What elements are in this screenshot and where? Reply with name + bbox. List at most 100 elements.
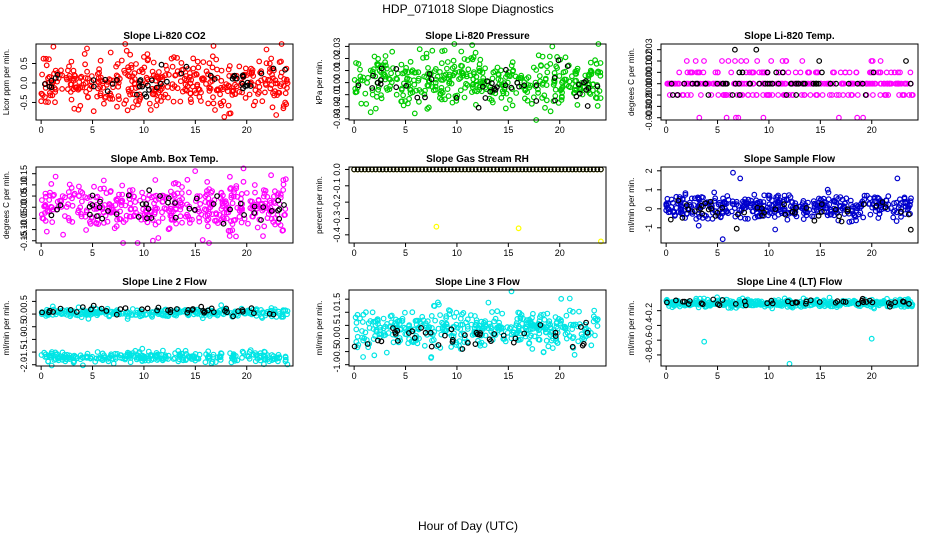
point-selected — [165, 199, 171, 206]
point-all — [892, 80, 899, 87]
point-all — [721, 199, 728, 206]
point-selected — [573, 93, 580, 100]
point-all — [230, 87, 237, 94]
point-all — [539, 53, 546, 60]
point-all — [881, 80, 887, 87]
x-tick-label: 15 — [190, 371, 200, 381]
point-selected — [681, 80, 688, 87]
point-all — [379, 62, 386, 69]
point-all — [375, 86, 382, 93]
point-selected — [67, 307, 74, 313]
point-all — [359, 328, 365, 334]
point-all — [398, 86, 405, 93]
point-all — [860, 214, 867, 221]
point-all — [100, 100, 107, 107]
point-all — [705, 215, 711, 222]
point-all — [554, 340, 561, 346]
y-tick-label: 0.00 — [19, 198, 29, 216]
point-all — [576, 308, 582, 315]
point-all_lower — [270, 353, 277, 360]
point-all — [46, 56, 52, 63]
point-all — [183, 87, 190, 94]
point-all — [403, 325, 409, 332]
point-selected — [594, 83, 601, 90]
point-selected — [768, 297, 775, 304]
point-all — [473, 322, 480, 329]
x-tick-label: 5 — [90, 371, 95, 381]
point-all — [211, 217, 218, 224]
point-all — [277, 73, 284, 80]
point-all — [878, 80, 885, 87]
point-selected — [442, 332, 448, 339]
point-all — [676, 69, 683, 76]
point-all_lower — [99, 356, 106, 362]
y-tick-label: -0.01 — [332, 84, 342, 105]
point-all — [169, 63, 176, 70]
point-all_lower — [139, 345, 146, 352]
point-all — [769, 210, 775, 217]
point-all — [552, 92, 559, 99]
point-all — [701, 58, 707, 64]
point-all — [84, 68, 90, 75]
point-all — [256, 83, 263, 90]
point-all — [700, 80, 707, 87]
point-all — [358, 100, 365, 107]
point-selected — [576, 81, 582, 88]
point-all — [409, 309, 416, 316]
point-all — [260, 187, 267, 194]
point-all — [266, 69, 273, 75]
point-selected — [172, 200, 178, 206]
y-tick-label: 0.002 — [644, 50, 654, 73]
point-all — [155, 219, 162, 226]
point-selected — [500, 332, 507, 339]
point-selected — [117, 306, 124, 313]
point-all — [688, 92, 694, 98]
point-all — [150, 59, 157, 66]
point-all — [107, 49, 114, 56]
point-all — [437, 312, 444, 319]
point-all — [785, 69, 792, 76]
point-all — [118, 57, 125, 64]
point-all — [565, 83, 572, 90]
point-selected — [521, 330, 528, 337]
point-all — [236, 208, 243, 215]
point-selected — [54, 206, 60, 213]
point-selected — [172, 214, 179, 221]
point-selected — [210, 201, 217, 207]
point-selected — [795, 80, 801, 87]
point-all — [810, 198, 817, 205]
point-selected — [163, 78, 170, 85]
point-all — [415, 77, 422, 84]
point-all_lower — [246, 355, 253, 362]
point-all — [204, 178, 211, 185]
point-all — [692, 58, 699, 64]
point-all — [115, 83, 122, 90]
point-all — [122, 202, 129, 209]
point-selected — [680, 298, 686, 305]
point-all — [441, 72, 448, 79]
point-all — [389, 48, 396, 55]
point-all — [164, 83, 171, 90]
point-all — [203, 80, 209, 87]
point-selected — [281, 202, 287, 208]
point-all — [743, 58, 750, 64]
point-all — [170, 54, 177, 61]
point-all — [541, 316, 548, 323]
point-all — [446, 80, 453, 87]
point-all — [588, 68, 595, 75]
point-all — [183, 77, 190, 84]
point-all — [39, 197, 45, 204]
point-all — [175, 181, 182, 188]
point-all — [387, 313, 394, 320]
point-selected — [699, 210, 705, 217]
point-all — [449, 65, 456, 71]
point-all — [129, 104, 136, 111]
point-selected — [832, 206, 839, 213]
point-all — [592, 94, 599, 101]
point-all — [411, 69, 418, 76]
point-selected — [816, 299, 823, 305]
point-all — [190, 65, 197, 72]
point-all — [185, 213, 192, 220]
point-all — [893, 218, 900, 225]
